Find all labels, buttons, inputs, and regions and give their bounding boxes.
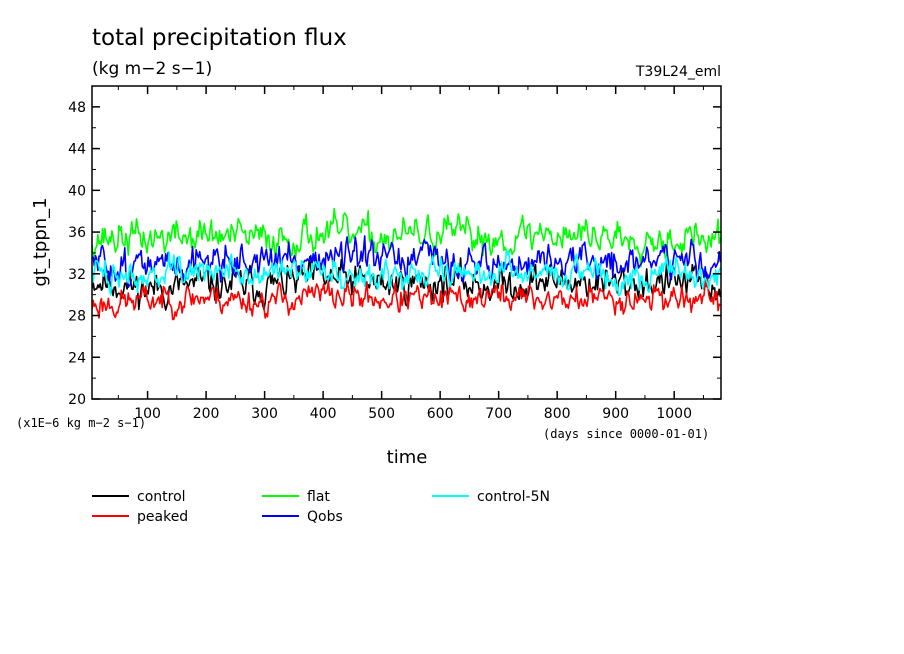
x-units-note: (days since 0000-01-01) xyxy=(543,427,709,441)
legend-label-qobs: Qobs xyxy=(307,509,343,525)
x-tick-label: 100 xyxy=(134,406,161,422)
series-layer xyxy=(92,207,721,321)
x-tick-label: 900 xyxy=(602,406,629,422)
series-line-flat xyxy=(92,207,721,268)
tick-labels-layer: 20 24 28 32 36 40 44 48 100 200 300 400 500 600 700 800… xyxy=(68,100,692,422)
y-tick-label: 48 xyxy=(68,100,86,116)
x-tick-label: 600 xyxy=(427,406,454,422)
legend-label-peaked: peaked xyxy=(137,509,188,525)
x-tick-label: 1000 xyxy=(656,406,692,422)
y-tick-label: 32 xyxy=(68,267,86,283)
legend-label-flat: flat xyxy=(307,489,330,505)
y-tick-label: 40 xyxy=(68,183,86,199)
y-tick-label: 36 xyxy=(68,225,86,241)
y-scale-note: (x1E−6 kg m−2 s−1) xyxy=(16,416,146,430)
plot-frame xyxy=(91,85,722,400)
x-tick-label: 400 xyxy=(310,406,337,422)
y-tick-label: 28 xyxy=(68,309,86,325)
y-tick-label: 24 xyxy=(68,350,86,366)
legend-label-control-5n: control-5N xyxy=(477,489,550,505)
series-line-peaked xyxy=(92,278,721,321)
plot-area: 20 24 28 32 36 40 44 48 100 200 300 400 500 600 700 800… xyxy=(68,85,722,422)
y-tick-label: 20 xyxy=(68,392,86,408)
y-axis-title: gt_tppn_1 xyxy=(30,197,51,286)
chart-title: total precipitation flux xyxy=(92,25,347,51)
x-tick-label: 500 xyxy=(368,406,395,422)
chart-subtitle: (kg m−2 s−1) xyxy=(92,59,212,79)
run-label: T39L24_eml xyxy=(635,64,721,80)
x-tick-label: 800 xyxy=(544,406,571,422)
y-tick-label: 44 xyxy=(68,142,86,158)
legend-label-control: control xyxy=(137,489,186,505)
ticks-layer xyxy=(92,86,721,400)
x-tick-label: 300 xyxy=(251,406,278,422)
x-axis-title: time xyxy=(387,447,428,468)
x-tick-label: 700 xyxy=(485,406,512,422)
series-line-control-5n xyxy=(92,250,721,297)
x-tick-label: 200 xyxy=(193,406,220,422)
legend: control peaked flat Qobs control-5N xyxy=(92,489,550,525)
